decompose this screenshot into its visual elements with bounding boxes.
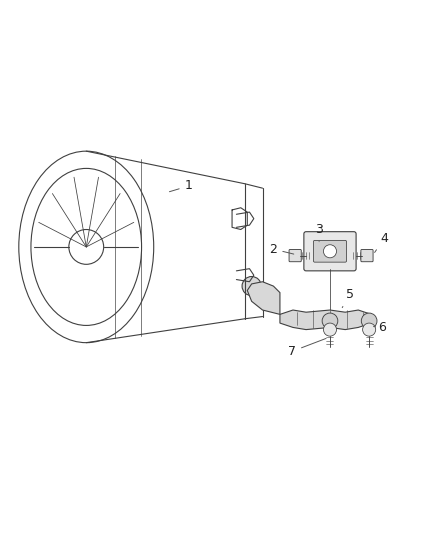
Text: 5: 5 — [342, 288, 353, 308]
Text: 1: 1 — [170, 180, 192, 192]
FancyBboxPatch shape — [361, 249, 373, 262]
FancyBboxPatch shape — [289, 249, 301, 262]
Text: 3: 3 — [315, 223, 323, 241]
Circle shape — [253, 285, 268, 301]
Text: 4: 4 — [374, 232, 389, 253]
Circle shape — [242, 277, 261, 296]
Text: 2: 2 — [269, 243, 294, 256]
FancyBboxPatch shape — [314, 240, 346, 262]
Circle shape — [322, 313, 338, 329]
Circle shape — [323, 323, 336, 336]
Polygon shape — [280, 310, 371, 329]
Circle shape — [363, 323, 376, 336]
Circle shape — [323, 245, 336, 258]
Text: 7: 7 — [288, 338, 326, 358]
Circle shape — [361, 313, 377, 329]
Polygon shape — [247, 282, 280, 314]
Text: 6: 6 — [374, 321, 386, 334]
FancyBboxPatch shape — [304, 232, 356, 271]
